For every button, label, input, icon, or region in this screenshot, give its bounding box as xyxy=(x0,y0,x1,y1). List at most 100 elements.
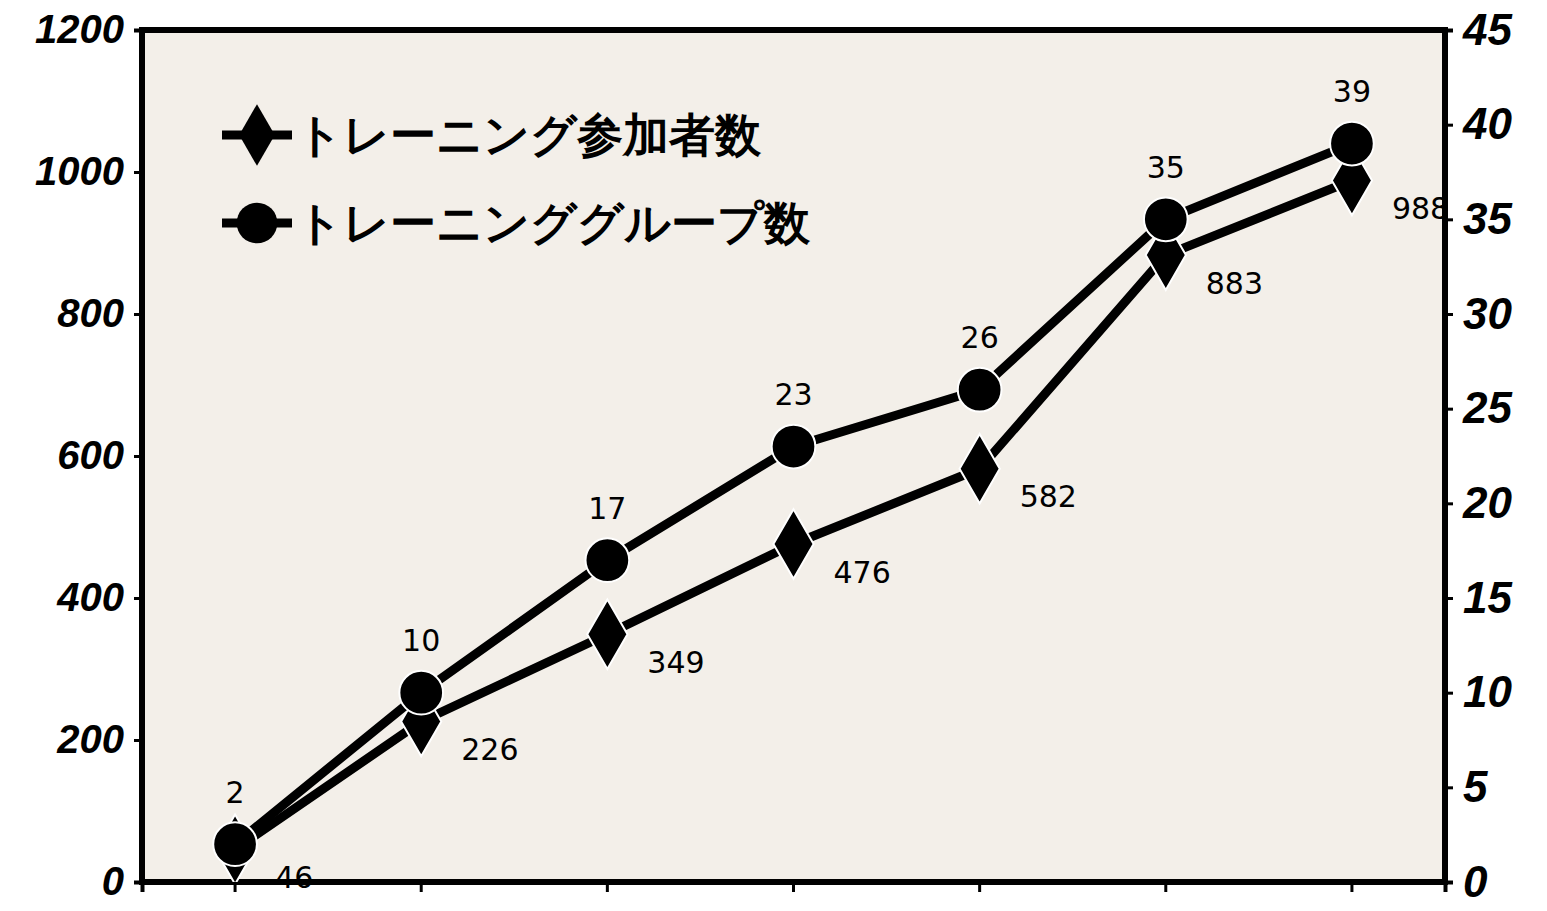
tick-label: 200 xyxy=(56,717,124,761)
tick xyxy=(979,882,980,892)
tick xyxy=(235,882,236,892)
tick xyxy=(1351,882,1352,892)
tick: 0 xyxy=(102,859,142,903)
series-line xyxy=(235,144,1352,845)
tick-mark xyxy=(134,29,142,32)
data-label: 582 xyxy=(1020,479,1077,514)
data-label: 349 xyxy=(647,645,704,680)
tick-label: 45 xyxy=(1462,5,1512,54)
tick-mark xyxy=(1445,597,1453,600)
data-label: 883 xyxy=(1206,266,1263,301)
tick-label: 600 xyxy=(57,433,124,477)
tick: 45 xyxy=(1445,5,1512,54)
data-label: 10 xyxy=(402,623,440,658)
tick-mark xyxy=(134,739,142,742)
legend-label: トレーニンググループ数 xyxy=(296,196,811,250)
plot-frame xyxy=(142,30,1445,882)
tick: 40 xyxy=(1445,99,1512,148)
data-label: 23 xyxy=(774,377,812,412)
tick: 5 xyxy=(1445,762,1488,811)
tick-label: 0 xyxy=(1463,857,1488,906)
data-label: 39 xyxy=(1333,74,1371,109)
axis-line xyxy=(134,31,143,883)
tick-mark xyxy=(606,882,609,892)
marker xyxy=(1144,197,1188,241)
tick-label: 30 xyxy=(1463,289,1512,338)
marker xyxy=(1330,122,1374,166)
axis-line xyxy=(1446,31,1454,883)
tick-mark xyxy=(420,882,423,892)
legend-marker xyxy=(237,203,278,244)
data-label: 226 xyxy=(461,732,518,767)
axis-line xyxy=(143,883,1446,893)
tick-mark xyxy=(134,597,142,600)
tick-mark xyxy=(978,882,981,892)
tick-label: 400 xyxy=(56,575,124,619)
tick-mark xyxy=(1445,692,1453,695)
data-label: 35 xyxy=(1147,150,1185,185)
data-label: 17 xyxy=(588,491,626,526)
tick xyxy=(607,882,608,892)
tick-label: 25 xyxy=(1462,383,1512,432)
data-label: 476 xyxy=(834,555,891,590)
tick-mark xyxy=(792,882,795,892)
tick: 1000 xyxy=(35,149,142,193)
plot-background xyxy=(142,30,1445,882)
marker xyxy=(960,434,1000,504)
tick-mark xyxy=(134,313,142,316)
tick: 800 xyxy=(57,291,142,335)
tick-mark xyxy=(1164,882,1167,892)
tick-label: 20 xyxy=(1462,478,1512,527)
tick-mark xyxy=(134,455,142,458)
tick xyxy=(793,882,794,892)
chart: 0200400600800100012000510152025303540454… xyxy=(0,0,1547,911)
data-label: 988 xyxy=(1392,191,1449,226)
tick: 0 xyxy=(1445,857,1488,906)
tick-label: 10 xyxy=(1463,667,1512,716)
y2-axis: 0 5 10 15 20 25 30 35 40 45 xyxy=(1445,5,1512,906)
tick: 35 xyxy=(1445,194,1512,243)
tick: 400 xyxy=(56,575,142,619)
tick-mark xyxy=(1445,29,1453,32)
data-label: 46 xyxy=(275,860,313,895)
tick-label: 800 xyxy=(57,291,124,335)
tick-label: 1200 xyxy=(35,7,124,51)
tick-label: 5 xyxy=(1463,762,1488,811)
data-label: 26 xyxy=(961,320,999,355)
tick: 15 xyxy=(1445,573,1512,622)
tick-label: 1000 xyxy=(35,149,124,193)
tick: 200 xyxy=(56,717,142,761)
tick-label: 15 xyxy=(1463,573,1512,622)
tick: 1200 xyxy=(35,7,142,51)
tick-mark xyxy=(1445,408,1453,411)
plot-marks xyxy=(213,122,1374,882)
tick-label: 40 xyxy=(1462,99,1512,148)
tick: 25 xyxy=(1445,383,1512,432)
tick: 10 xyxy=(1445,667,1512,716)
tick-label: 35 xyxy=(1463,194,1512,243)
y-axis: 0 200 400 600 800 1000 1200 xyxy=(35,7,142,903)
marker xyxy=(399,671,443,715)
marker xyxy=(773,509,813,579)
tick-mark xyxy=(1445,313,1453,316)
marker xyxy=(586,538,630,582)
tick-mark xyxy=(1445,124,1453,127)
tick: 30 xyxy=(1445,289,1512,338)
tick-mark xyxy=(1350,882,1353,892)
tick-mark xyxy=(1445,786,1453,789)
marker xyxy=(213,822,257,866)
tick-label: 0 xyxy=(102,859,124,903)
tick xyxy=(421,882,422,892)
tick-mark xyxy=(234,882,237,892)
tick: 20 xyxy=(1445,478,1512,527)
legend-label: トレーニング参加者数 xyxy=(296,108,762,162)
tick-mark xyxy=(1445,502,1453,505)
data-labels: 46 226 349 476 582 883 988 2 10 17 23 26 35 39 xyxy=(226,74,1450,895)
marker xyxy=(958,368,1002,412)
marker xyxy=(772,425,816,469)
legend-marker xyxy=(239,104,275,166)
tick xyxy=(1165,882,1166,892)
series-line xyxy=(235,181,1352,850)
tick: 600 xyxy=(57,433,142,477)
data-label: 2 xyxy=(226,775,245,810)
